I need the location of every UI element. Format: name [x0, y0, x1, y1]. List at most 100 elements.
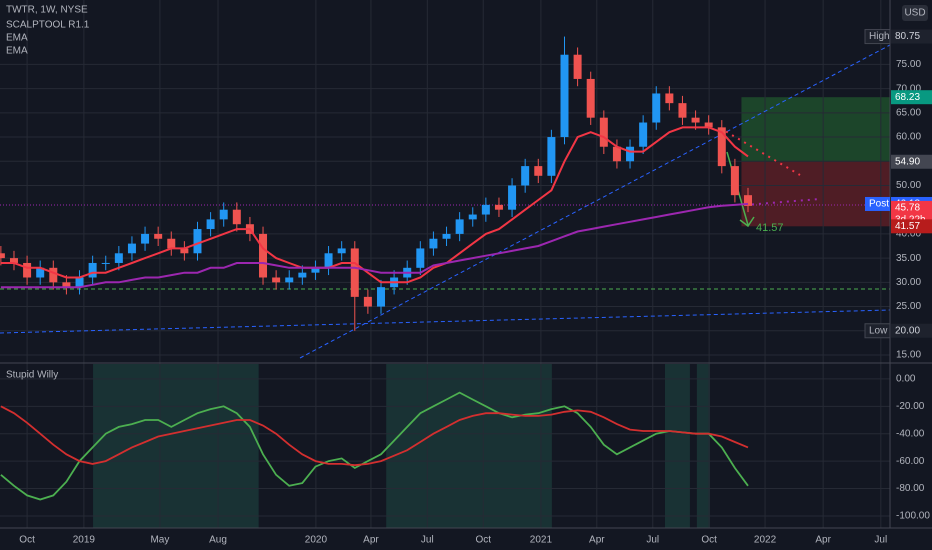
profit-zone: [741, 97, 890, 162]
candle-body: [167, 238, 176, 249]
candle-body: [612, 146, 621, 162]
candle-body: [0, 253, 5, 259]
candle-body: [573, 54, 582, 79]
y2-tick-label: -100.00: [896, 511, 930, 522]
x-tick-label: Jul: [421, 535, 434, 546]
candle-body: [23, 262, 32, 278]
candle-body: [180, 248, 189, 254]
candle-body: [272, 277, 281, 283]
signal-zone: [93, 364, 259, 528]
candle-body: [62, 282, 71, 288]
oscillator-line: [0, 391, 749, 501]
y-tick-label: 75.00: [896, 59, 921, 70]
x-tick-label: Apr: [363, 535, 379, 546]
y-tick-label: 50.00: [896, 180, 921, 191]
marker-value-box: [891, 323, 932, 338]
stop-tag: 41.57: [895, 221, 920, 232]
candle-body: [49, 267, 58, 283]
candle-body: [324, 253, 333, 268]
candle-body: [468, 214, 477, 220]
candle-body: [639, 122, 648, 147]
candle-body: [88, 262, 97, 278]
last-price: 45.78: [895, 203, 920, 214]
candle-body: [127, 243, 136, 254]
candle-body: [691, 117, 700, 123]
candle-body: [429, 238, 438, 249]
candle-body: [652, 93, 661, 123]
candle-body: [534, 166, 543, 176]
candle-body: [481, 204, 490, 215]
marks-layer: [0, 36, 753, 501]
entry-tag: 54.90: [895, 156, 920, 167]
candle-body: [193, 229, 202, 254]
ema-line: [0, 126, 749, 284]
x-tick-label: Oct: [19, 535, 35, 546]
y-tick-label: 40.00: [896, 229, 921, 240]
marker-name-box: [864, 29, 891, 45]
post-name: Post: [869, 199, 889, 210]
candle-body: [599, 117, 608, 147]
candle-body: [376, 287, 385, 307]
candle-body: [508, 185, 517, 210]
candle-body: [665, 93, 674, 104]
candle-body: [311, 267, 320, 273]
candle-body: [75, 277, 84, 288]
currency[interactable]: USD: [904, 8, 925, 19]
candle-body: [259, 233, 268, 278]
candle-body: [363, 296, 372, 307]
post-name-box: [865, 196, 890, 211]
backdrop-layer: [93, 97, 890, 528]
y-tick-label: 30.00: [896, 277, 921, 288]
signal-zone: [386, 364, 552, 528]
indicator-label: SCALPTOOL R1.1: [6, 20, 90, 31]
marker-name-box: [864, 323, 891, 339]
candle-body: [350, 248, 359, 297]
candle-body: [9, 258, 18, 263]
signal-zone: [664, 364, 690, 528]
signal-zone: [696, 364, 710, 528]
annotation: 41.57: [756, 222, 784, 234]
candle-body: [678, 103, 687, 118]
oscillator-title: Stupid Willy: [6, 370, 58, 381]
candle-body: [219, 209, 228, 220]
candle-body: [154, 233, 163, 239]
x-tick-label: Aug: [209, 535, 227, 546]
loss-zone: [741, 161, 890, 227]
y-tick-label: 60.00: [896, 132, 921, 143]
x-tick-label: 2021: [530, 535, 553, 546]
x-tick-label: Jul: [874, 535, 887, 546]
candle-body: [586, 78, 595, 118]
candle-body: [626, 146, 635, 162]
trend-line: [299, 44, 891, 359]
candle-body: [442, 233, 451, 239]
entry-tag-box: [891, 154, 932, 169]
x-tick-label: 2020: [305, 535, 328, 546]
y2-tick-label: -60.00: [896, 456, 925, 467]
trend-line: [0, 309, 891, 334]
candle-body: [206, 219, 215, 230]
candle-body: [704, 122, 713, 128]
x-tick-label: May: [150, 535, 169, 546]
marker-name: Low: [869, 325, 888, 336]
candle-body: [521, 166, 530, 186]
candle-body: [232, 209, 241, 225]
candle-body: [337, 248, 346, 254]
x-tick-label: Apr: [589, 535, 605, 546]
indicator-label: EMA: [6, 46, 28, 57]
currency-box[interactable]: [902, 5, 928, 21]
candle-body: [285, 277, 294, 283]
marker-value-box: [891, 29, 932, 44]
marker-value: 80.75: [895, 31, 920, 42]
symbol-title: TWTR, 1W, NYSE: [6, 5, 88, 16]
candle-body: [36, 267, 45, 278]
y-tick-label: 25.00: [896, 301, 921, 312]
x-tick-label: 2019: [73, 535, 96, 546]
x-tick-label: Apr: [815, 535, 831, 546]
candle-body: [494, 204, 503, 210]
target-tag: 68.23: [895, 92, 920, 103]
y-tick-label: 15.00: [896, 350, 921, 361]
x-tick-label: 2022: [754, 535, 777, 546]
candle-body: [141, 233, 150, 244]
candle-body: [298, 272, 307, 278]
